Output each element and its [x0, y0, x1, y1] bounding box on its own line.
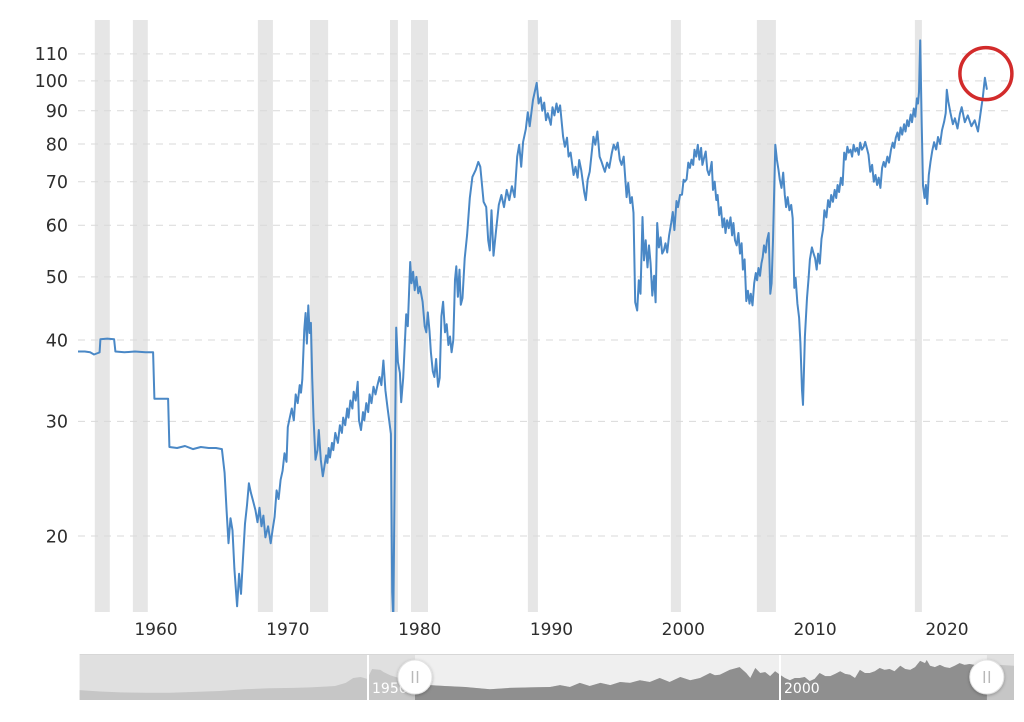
navigator-gridlines	[367, 655, 781, 700]
y-tick-label: 30	[46, 413, 68, 433]
recession-band	[257, 20, 273, 612]
y-tick-label: 110	[35, 45, 68, 65]
x-tick-label: 2000	[662, 620, 705, 640]
annotation-circle	[958, 45, 1014, 102]
x-tick-label: 1960	[134, 620, 177, 640]
navigator-right-handle[interactable]	[969, 659, 1005, 695]
recession-band	[670, 20, 681, 612]
recession-band	[527, 20, 538, 612]
navigator-year-label: 2000	[784, 681, 820, 697]
x-axis-labels: 1960 1970 1980 1990 2000 2010 2020	[134, 620, 968, 640]
y-tick-label: 80	[46, 135, 68, 155]
navigator-year-label: 1950	[372, 681, 408, 697]
y-tick-label: 50	[46, 268, 68, 288]
x-tick-label: 2010	[793, 620, 836, 640]
recession-bands	[94, 20, 922, 612]
navigator-left-handle[interactable]	[397, 659, 433, 695]
recession-band	[94, 20, 110, 612]
recession-band	[132, 20, 148, 612]
recession-band	[914, 20, 922, 612]
recession-band	[756, 20, 776, 612]
y-gridlines	[78, 53, 1014, 537]
navigator-axis-labels: 1950 2000	[372, 681, 820, 697]
x-tick-label: 1990	[530, 620, 573, 640]
x-tick-label: 1970	[266, 620, 309, 640]
x-tick-label: 1980	[398, 620, 441, 640]
y-tick-label: 100	[35, 72, 68, 92]
recession-band	[310, 20, 329, 612]
navigator-top-border	[79, 654, 1015, 655]
recession-band	[411, 20, 428, 612]
y-axis-labels: 20 30 40 50 60 70 80 90 100 110	[35, 45, 68, 547]
recession-band	[390, 20, 398, 612]
y-tick-label: 60	[46, 217, 68, 237]
y-tick-label: 90	[46, 102, 68, 122]
navigator-strip[interactable]: 1950 2000	[79, 654, 1015, 700]
navigator-area-selected	[415, 660, 987, 700]
price-line-series[interactable]	[78, 39, 988, 621]
y-tick-label: 70	[46, 173, 68, 193]
handle-circle[interactable]	[397, 659, 433, 695]
x-tick-label: 2020	[925, 620, 968, 640]
y-tick-label: 40	[46, 331, 68, 351]
handle-circle[interactable]	[969, 659, 1005, 695]
y-tick-label: 20	[46, 527, 68, 547]
